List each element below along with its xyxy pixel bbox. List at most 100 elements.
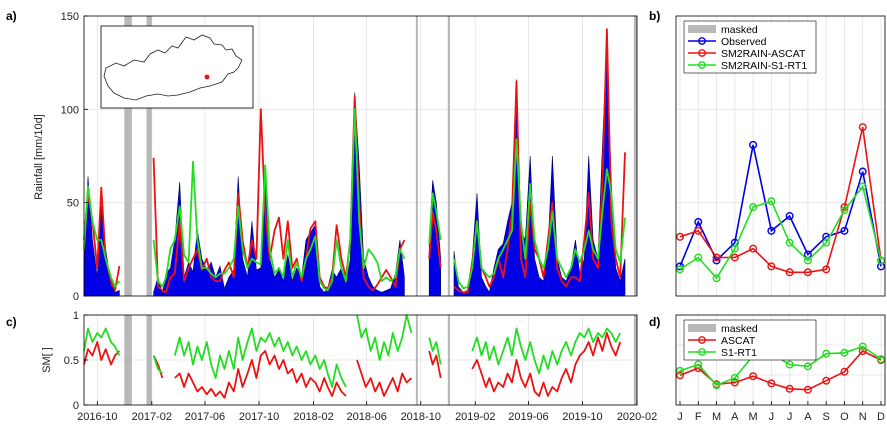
month-label: J <box>769 411 775 423</box>
month-label: J <box>787 411 793 423</box>
monthly-marker <box>730 374 739 383</box>
panel-c-xtick-label: 2017-06 <box>185 411 225 423</box>
monthly-marker <box>785 384 794 393</box>
month-label: A <box>804 411 812 423</box>
legend-entry: ASCAT <box>721 335 756 347</box>
s1-rt1-sm-line <box>83 327 121 356</box>
legend-swatch-marker <box>698 336 706 344</box>
panel-a-ytick-label: 100 <box>61 104 79 116</box>
panel-c-xtick-label: 2019-10 <box>562 411 602 423</box>
monthly-marker <box>858 167 867 176</box>
masked-band <box>146 315 152 405</box>
month-label: M <box>712 411 721 423</box>
month-label: D <box>877 411 885 423</box>
panel-c-xtick-label: 2017-10 <box>239 411 279 423</box>
monthly-line <box>679 184 882 280</box>
panel-c-xtick-label: 2019-06 <box>508 411 548 423</box>
panel-1-frame <box>675 15 886 297</box>
masked-band <box>447 315 451 405</box>
monthly-marker <box>822 376 831 385</box>
legend-entry: masked <box>721 323 758 335</box>
monthly-marker <box>730 378 739 387</box>
legend-entry: S1-RT1 <box>721 347 757 359</box>
masked-band <box>415 16 418 296</box>
monthly-marker <box>822 238 831 247</box>
monthly-marker <box>767 226 776 235</box>
monthly-marker <box>712 253 721 262</box>
monthly-marker <box>694 253 703 262</box>
monthly-marker <box>694 217 703 226</box>
monthly-marker <box>712 381 721 390</box>
monthly-marker <box>803 268 812 277</box>
panel-c-xtick-label: 2019-02 <box>455 411 495 423</box>
panel-c-xtick-label: 2016-10 <box>77 411 117 423</box>
monthly-marker <box>694 360 703 369</box>
panel-3-frame <box>675 314 886 406</box>
month-label: M <box>749 411 758 423</box>
legend-entry: Observed <box>721 36 767 48</box>
monthly-marker <box>858 123 867 132</box>
panel-c-ylabel: SM[ ] <box>41 347 53 373</box>
monthly-marker <box>749 244 758 253</box>
masked-band <box>447 16 451 296</box>
monthly-marker <box>840 206 849 215</box>
s1-rt1-sm-line <box>471 327 622 375</box>
monthly-marker <box>840 226 849 235</box>
legend-swatch-marker <box>698 61 706 69</box>
s1-rt1-sm-line <box>152 355 164 375</box>
site-marker <box>204 74 210 80</box>
monthly-marker <box>858 347 867 356</box>
monthly-marker <box>767 197 776 206</box>
panel-label-c: c) <box>6 315 17 329</box>
month-label: J <box>677 411 683 423</box>
panel-label-b: b) <box>649 9 660 23</box>
country-outline <box>103 34 243 101</box>
panel-a-ytick-label: 0 <box>73 291 79 303</box>
panel-c-xtick-label: 2018-10 <box>401 411 441 423</box>
monthly-marker <box>694 226 703 235</box>
panel-label-a: a) <box>6 9 17 23</box>
monthly-marker <box>676 232 685 241</box>
monthly-marker <box>785 268 794 277</box>
monthly-marker <box>749 203 758 212</box>
month-label: S <box>823 411 830 423</box>
monthly-marker <box>785 360 794 369</box>
ascat-sm-line <box>174 350 347 399</box>
panel-a-plot: 0 50 100 150 <box>61 11 638 303</box>
masked-band <box>633 16 637 296</box>
monthly-marker <box>730 253 739 262</box>
sm2rain-s1-rt1-line <box>152 108 406 292</box>
panel-c-xtick-label: 2020-02 <box>617 411 657 423</box>
month-label: O <box>840 411 849 423</box>
legend-entry: SM2RAIN-S1-RT1 <box>721 60 807 72</box>
panel-a-ylabel: Rainfall [mm/10d] <box>33 114 45 200</box>
monthly-marker <box>840 348 849 357</box>
legend-swatch-marker <box>698 49 706 57</box>
panel-a-ytick-label: 50 <box>67 198 79 210</box>
month-label: F <box>695 411 702 423</box>
panel-c-ytick-label: 0 <box>73 400 79 412</box>
panel-c-ytick-label: 0.5 <box>64 355 79 367</box>
monthly-marker <box>749 372 758 381</box>
s1-rt1-sm-line <box>356 314 413 361</box>
ascat-sm-line <box>356 359 413 397</box>
sm2rain-ascat-line <box>428 211 442 269</box>
monthly-marker <box>803 362 812 371</box>
monthly-marker <box>858 342 867 351</box>
panel-c-xtick-label: 2018-02 <box>293 411 333 423</box>
monthly-marker <box>730 244 739 253</box>
monthly-marker <box>785 211 794 220</box>
monthly-marker <box>712 274 721 283</box>
ascat-sm-line <box>471 332 622 397</box>
monthly-marker <box>767 379 776 388</box>
monthly-marker <box>822 265 831 274</box>
legend-swatch-masked <box>688 25 716 33</box>
masked-band <box>124 16 132 296</box>
monthly-line <box>679 126 882 274</box>
monthly-marker <box>785 238 794 247</box>
observed-area <box>153 92 405 297</box>
monthly-marker <box>877 256 886 265</box>
monthly-marker <box>877 355 886 364</box>
